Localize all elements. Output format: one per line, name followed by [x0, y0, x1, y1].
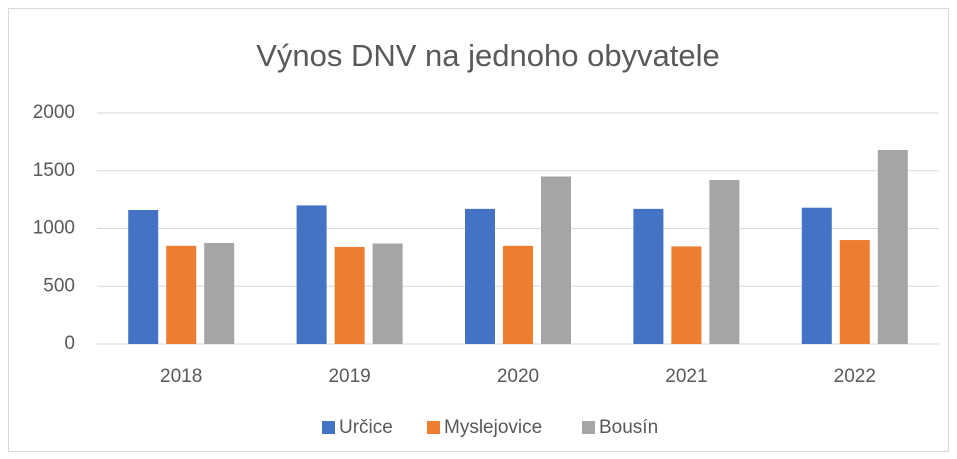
bar	[877, 149, 908, 344]
legend-label: Bousín	[599, 417, 658, 438]
bar	[633, 208, 664, 344]
x-tick-label: 2018	[160, 366, 202, 387]
bar	[296, 205, 327, 344]
legend-label: Určice	[339, 417, 393, 438]
bar	[541, 176, 571, 344]
legend-swatch	[322, 421, 335, 434]
y-tick-label: 0	[64, 333, 75, 354]
bar	[465, 208, 495, 344]
bar	[128, 210, 159, 344]
y-tick-label: 500	[43, 275, 75, 296]
bar	[503, 245, 533, 344]
y-tick-label: 1500	[33, 160, 75, 181]
legend-swatch	[427, 421, 440, 434]
bar	[839, 240, 870, 344]
bar	[709, 179, 740, 344]
x-tick-label: 2021	[665, 366, 707, 387]
bar	[204, 242, 235, 344]
legend-swatch	[582, 421, 595, 434]
x-tick-label: 2019	[328, 366, 370, 387]
x-tick-label: 2022	[834, 366, 876, 387]
y-tick-label: 1000	[33, 218, 75, 239]
bar	[334, 246, 365, 344]
x-tick-label: 2020	[497, 366, 539, 387]
y-tick-label: 2000	[33, 102, 75, 123]
bar	[166, 245, 197, 344]
bar	[671, 246, 702, 344]
chart-title: Výnos DNV na jednoho obyvatele	[256, 38, 720, 73]
legend-label: Myslejovice	[444, 417, 542, 438]
bar	[801, 207, 832, 344]
bar	[372, 243, 403, 344]
